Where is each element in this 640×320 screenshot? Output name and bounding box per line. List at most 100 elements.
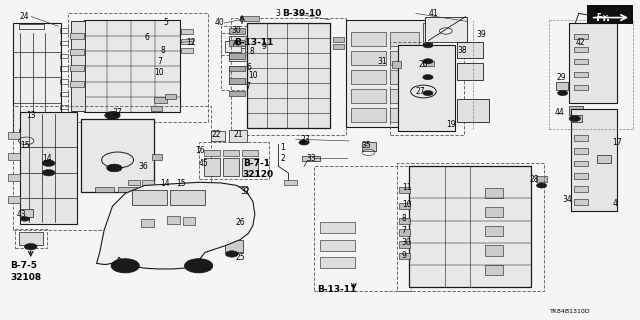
Bar bbox=[225, 41, 241, 52]
Bar bbox=[154, 97, 167, 103]
Text: B-7-5: B-7-5 bbox=[10, 261, 37, 270]
Bar bbox=[458, 42, 483, 58]
Bar bbox=[242, 158, 258, 176]
Bar bbox=[346, 20, 426, 126]
Bar bbox=[60, 117, 68, 122]
Bar bbox=[587, 5, 633, 24]
Bar bbox=[60, 41, 68, 45]
Text: 34: 34 bbox=[563, 195, 572, 204]
Text: 32120: 32120 bbox=[242, 170, 273, 179]
Text: 37: 37 bbox=[113, 108, 122, 117]
Bar bbox=[390, 42, 464, 134]
Bar bbox=[84, 20, 179, 112]
Circle shape bbox=[24, 244, 37, 250]
Text: B-13-11: B-13-11 bbox=[317, 284, 356, 293]
Text: 32108: 32108 bbox=[10, 273, 42, 282]
Text: B-7-1: B-7-1 bbox=[243, 159, 270, 168]
Circle shape bbox=[105, 112, 120, 119]
Bar bbox=[170, 190, 205, 204]
Bar bbox=[302, 156, 320, 161]
Text: 16: 16 bbox=[195, 146, 205, 155]
Bar bbox=[574, 72, 588, 77]
Text: 9: 9 bbox=[402, 251, 406, 260]
Bar bbox=[399, 218, 410, 224]
Bar bbox=[571, 109, 617, 211]
Text: 12: 12 bbox=[186, 38, 195, 47]
Bar bbox=[399, 253, 410, 260]
Bar bbox=[70, 81, 84, 87]
Bar bbox=[574, 85, 588, 90]
Bar bbox=[246, 23, 330, 128]
Bar bbox=[19, 232, 43, 245]
Bar bbox=[8, 153, 20, 160]
Bar bbox=[60, 79, 68, 84]
Bar bbox=[351, 70, 386, 84]
Bar bbox=[60, 92, 68, 96]
Bar bbox=[390, 70, 419, 84]
Circle shape bbox=[225, 251, 238, 257]
Bar bbox=[229, 53, 244, 59]
Text: TK84B1310D: TK84B1310D bbox=[550, 309, 591, 314]
Text: 40: 40 bbox=[214, 19, 225, 28]
Text: 7: 7 bbox=[157, 57, 162, 66]
Bar bbox=[181, 29, 193, 34]
Circle shape bbox=[42, 160, 55, 166]
Bar bbox=[320, 257, 355, 268]
PathPatch shape bbox=[97, 182, 255, 269]
Bar bbox=[240, 16, 259, 21]
Bar bbox=[229, 28, 244, 34]
Bar bbox=[574, 199, 588, 204]
Bar bbox=[221, 26, 272, 90]
Bar bbox=[8, 196, 20, 203]
Bar bbox=[410, 166, 531, 287]
Bar bbox=[229, 78, 244, 84]
Bar bbox=[15, 228, 47, 248]
Bar bbox=[351, 89, 386, 103]
Bar bbox=[320, 240, 355, 251]
Bar bbox=[574, 161, 588, 166]
Text: 10: 10 bbox=[248, 71, 258, 80]
Text: 45: 45 bbox=[198, 159, 209, 168]
Bar bbox=[13, 106, 211, 230]
Bar bbox=[390, 32, 419, 46]
Text: 30: 30 bbox=[402, 238, 412, 247]
Circle shape bbox=[192, 263, 205, 269]
Bar bbox=[152, 154, 162, 160]
Bar bbox=[351, 32, 386, 46]
Bar bbox=[143, 180, 154, 186]
Bar bbox=[70, 49, 84, 55]
Bar bbox=[351, 108, 386, 123]
Text: 10: 10 bbox=[154, 68, 164, 77]
Text: Fr.: Fr. bbox=[595, 8, 608, 19]
Bar bbox=[484, 245, 502, 256]
Bar bbox=[166, 94, 175, 100]
Bar bbox=[458, 100, 489, 122]
Text: B-13-11: B-13-11 bbox=[234, 38, 273, 47]
Bar bbox=[574, 135, 588, 141]
Text: 41: 41 bbox=[429, 9, 438, 18]
Bar bbox=[399, 241, 410, 248]
Text: 15: 15 bbox=[176, 180, 186, 188]
Text: 17: 17 bbox=[612, 138, 622, 147]
Bar bbox=[571, 115, 582, 122]
Bar bbox=[13, 23, 61, 134]
Bar bbox=[484, 207, 502, 217]
Bar bbox=[426, 17, 467, 42]
Text: 35: 35 bbox=[362, 141, 371, 150]
Bar bbox=[458, 63, 483, 80]
Bar bbox=[167, 216, 179, 224]
Circle shape bbox=[107, 164, 122, 172]
Circle shape bbox=[423, 59, 433, 64]
Circle shape bbox=[423, 75, 433, 80]
Bar bbox=[574, 148, 588, 154]
Bar bbox=[320, 222, 355, 233]
Text: 29: 29 bbox=[556, 73, 566, 82]
Bar bbox=[95, 188, 114, 193]
Bar bbox=[399, 229, 410, 236]
Bar bbox=[574, 173, 588, 179]
Text: 15: 15 bbox=[20, 141, 29, 150]
Bar bbox=[351, 51, 386, 65]
Bar bbox=[390, 108, 419, 123]
Bar bbox=[118, 188, 137, 193]
Text: 14: 14 bbox=[42, 154, 52, 163]
